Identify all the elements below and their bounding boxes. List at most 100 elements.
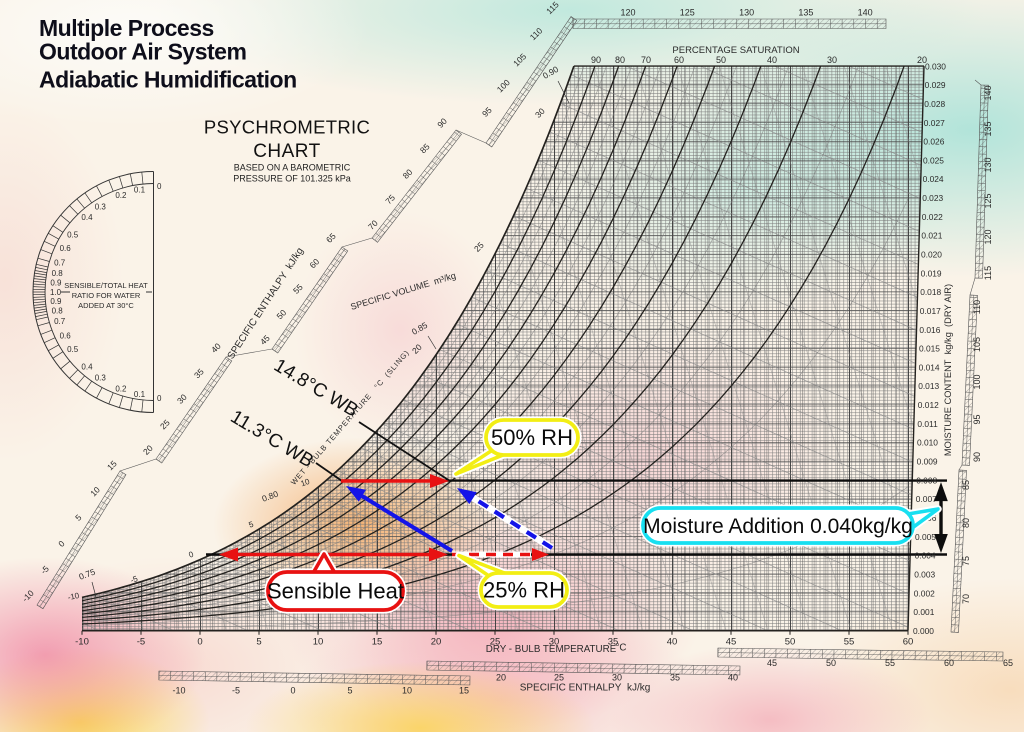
svg-text:5: 5 [256,637,261,648]
svg-text:25: 25 [158,417,172,431]
svg-text:120: 120 [983,229,993,244]
svg-text:45: 45 [726,637,737,648]
svg-text:30: 30 [612,673,622,683]
svg-text:0.5: 0.5 [67,345,79,354]
svg-text:20: 20 [141,443,155,457]
svg-text:140: 140 [983,85,993,100]
svg-text:°C: °C [616,643,627,654]
svg-text:-5: -5 [137,637,145,648]
svg-text:20: 20 [410,342,424,356]
svg-text:15: 15 [105,458,119,472]
svg-text:135: 135 [983,121,993,136]
svg-text:0.4: 0.4 [81,362,93,371]
svg-text:115: 115 [544,0,561,16]
svg-text:40: 40 [728,673,738,683]
svg-text:Adiabatic Humidification: Adiabatic Humidification [39,67,297,93]
svg-text:35: 35 [670,673,680,683]
svg-text:0: 0 [157,394,162,403]
svg-text:0.017: 0.017 [920,306,941,316]
svg-text:0.6: 0.6 [60,244,72,253]
svg-text:-10: -10 [67,591,81,602]
svg-text:-10: -10 [172,686,185,696]
svg-text:0: 0 [157,182,162,191]
svg-text:0.2: 0.2 [115,191,127,200]
svg-text:80: 80 [961,518,971,528]
svg-text:85: 85 [418,141,432,155]
svg-text:30: 30 [175,392,189,406]
svg-text:0.029: 0.029 [925,80,946,90]
svg-text:0.025: 0.025 [923,155,944,165]
svg-text:0.4: 0.4 [81,213,93,222]
svg-text:50: 50 [274,307,288,321]
svg-text:0.003: 0.003 [914,569,935,579]
svg-text:0.9: 0.9 [50,297,62,306]
svg-text:BASED ON A BAROMETRIC: BASED ON A BAROMETRIC [234,163,351,173]
svg-text:20: 20 [496,673,506,683]
svg-text:0.9: 0.9 [50,279,62,288]
svg-text:70: 70 [641,55,651,65]
svg-text:25: 25 [472,240,486,254]
svg-text:PSYCHROMETRIC: PSYCHROMETRIC [204,117,370,138]
svg-text:60: 60 [674,55,684,65]
svg-text:95: 95 [480,105,494,119]
svg-text:55: 55 [291,282,305,296]
svg-text:10: 10 [402,686,412,696]
svg-text:0.009: 0.009 [917,457,938,467]
svg-text:65: 65 [1003,658,1013,668]
svg-text:0.7: 0.7 [54,259,66,268]
svg-text:PRESSURE OF 101.325 kPa: PRESSURE OF 101.325 kPa [233,174,351,184]
svg-text:50: 50 [826,658,836,668]
svg-text:80: 80 [401,167,415,181]
svg-text:85: 85 [961,480,971,490]
svg-text:0.6: 0.6 [60,332,72,341]
svg-text:-5: -5 [129,574,139,585]
svg-text:50: 50 [716,55,726,65]
svg-text:Moisture Addition 0.040kg/kg: Moisture Addition 0.040kg/kg [643,515,913,538]
svg-text:20: 20 [431,637,442,648]
svg-text:15: 15 [459,686,469,696]
svg-text:0.016: 0.016 [919,325,940,335]
svg-text:25: 25 [554,673,564,683]
svg-text:-5: -5 [38,563,51,576]
svg-text:105: 105 [972,337,982,352]
svg-text:0.000: 0.000 [913,626,934,636]
svg-text:1.0: 1.0 [50,288,62,297]
svg-text:0.005: 0.005 [915,532,936,542]
svg-text:0.3: 0.3 [95,373,107,382]
svg-text:45: 45 [767,658,777,668]
svg-text:-5: -5 [232,686,240,696]
svg-text:SPECIFIC VOLUME m³/kg: SPECIFIC VOLUME m³/kg [349,270,457,312]
svg-text:55: 55 [844,637,855,648]
svg-text:120: 120 [620,8,635,18]
svg-text:10: 10 [313,637,324,648]
svg-text:80: 80 [615,55,625,65]
svg-text:0: 0 [56,538,67,549]
svg-text:75: 75 [383,192,397,206]
svg-text:RATIO FOR WATER: RATIO FOR WATER [72,291,141,300]
svg-text:ADDED AT 30°C: ADDED AT 30°C [78,301,134,310]
svg-text:SENSIBLE/TOTAL HEAT: SENSIBLE/TOTAL HEAT [64,281,148,290]
svg-text:90: 90 [591,55,601,65]
svg-text:115: 115 [983,266,993,280]
svg-text:110: 110 [972,300,982,314]
svg-text:10: 10 [299,477,311,489]
svg-text:11.3°C WB: 11.3°C WB [227,406,317,472]
svg-text:0.024: 0.024 [923,174,944,184]
svg-text:40: 40 [667,637,678,648]
svg-text:0.3: 0.3 [95,202,107,211]
svg-text:70: 70 [961,594,971,604]
svg-text:0.022: 0.022 [922,212,943,222]
svg-text:95: 95 [972,414,982,424]
svg-text:60: 60 [903,637,914,648]
svg-text:55: 55 [885,658,895,668]
svg-text:14.8°C WB: 14.8°C WB [270,355,362,422]
svg-text:10: 10 [88,484,102,498]
svg-text:0: 0 [290,686,295,696]
svg-text:0.75: 0.75 [77,567,96,582]
svg-text:60: 60 [307,256,321,270]
svg-text:105: 105 [511,51,528,68]
svg-text:MOISTURE CONTENT kg/kg (DRY: MOISTURE CONTENT kg/kg (DRY AIR) [943,284,953,456]
svg-text:45: 45 [258,333,272,347]
svg-text:35: 35 [192,366,206,380]
svg-text:CHART: CHART [253,141,321,162]
